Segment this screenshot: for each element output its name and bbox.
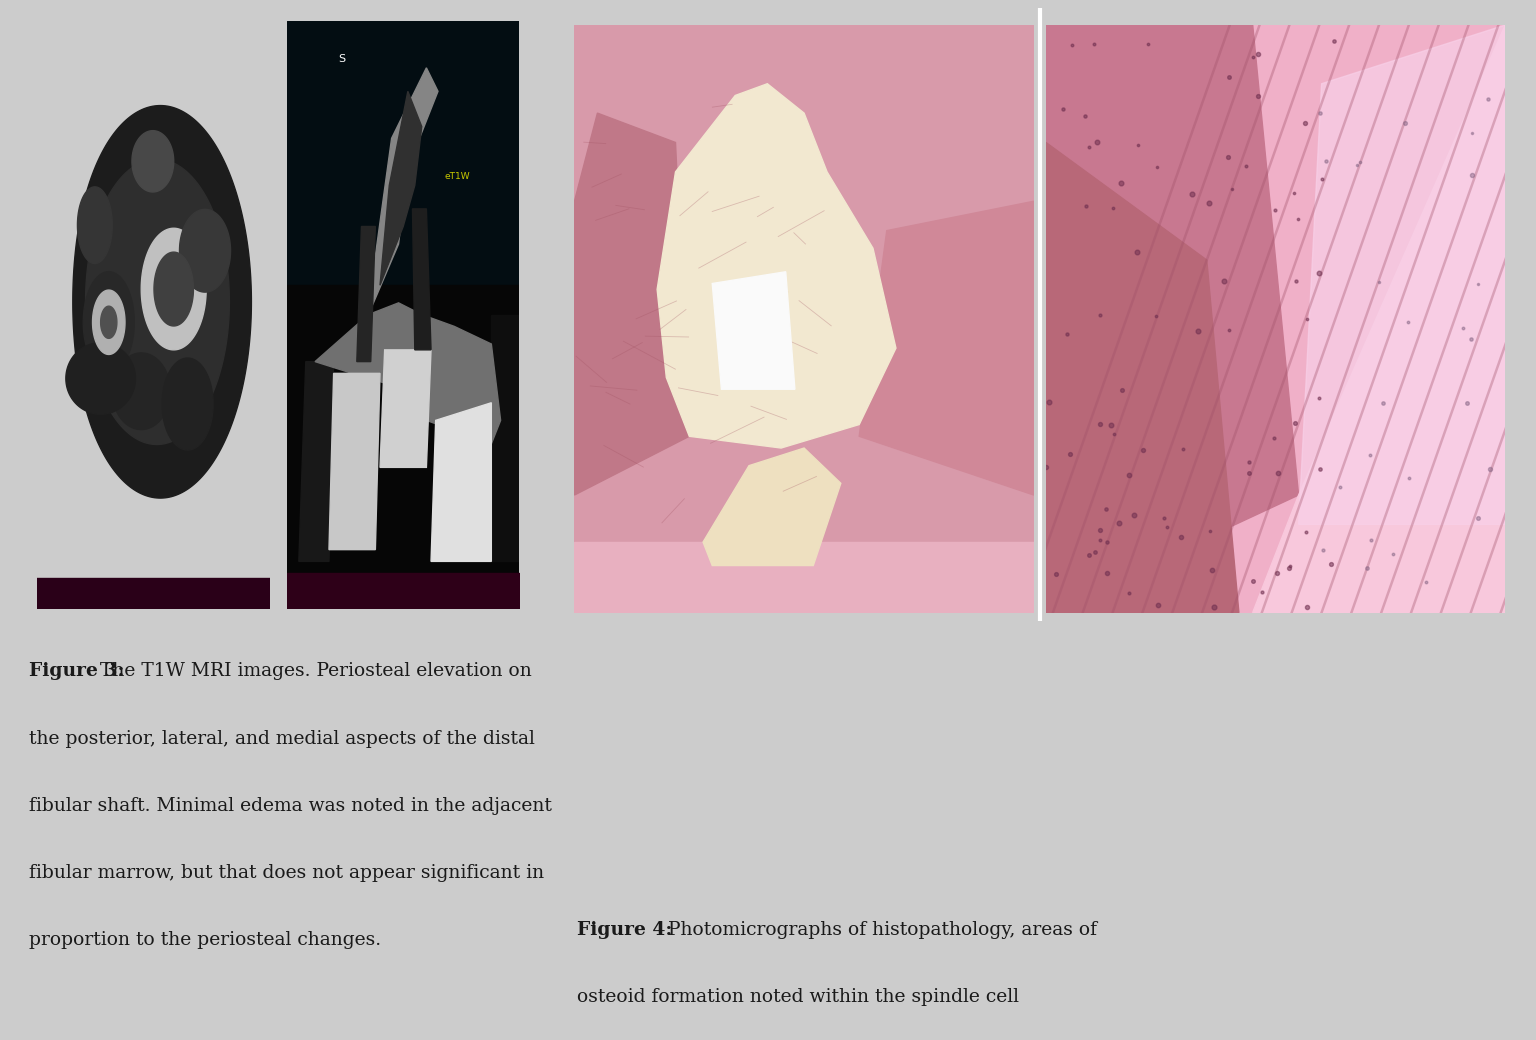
Polygon shape <box>287 285 519 608</box>
Polygon shape <box>315 303 501 444</box>
Polygon shape <box>154 252 194 326</box>
Text: S: S <box>338 54 346 63</box>
Polygon shape <box>1046 25 1298 613</box>
Text: Photomicrographs of histopathology, areas of: Photomicrographs of histopathology, area… <box>662 921 1098 939</box>
Text: The T1W MRI images. Periosteal elevation on: The T1W MRI images. Periosteal elevation… <box>94 662 531 680</box>
Polygon shape <box>703 448 840 566</box>
Polygon shape <box>657 84 895 448</box>
Polygon shape <box>101 306 117 338</box>
Text: osteoid formation noted within the spindle cell: osteoid formation noted within the spind… <box>576 988 1018 1007</box>
Polygon shape <box>1046 142 1240 613</box>
Polygon shape <box>356 227 375 362</box>
Polygon shape <box>300 362 333 562</box>
Polygon shape <box>492 314 519 562</box>
Text: fibular marrow, but that does not appear significant in: fibular marrow, but that does not appear… <box>29 864 544 882</box>
Polygon shape <box>379 92 422 285</box>
Polygon shape <box>163 358 214 450</box>
Text: Figure 4:: Figure 4: <box>576 921 671 939</box>
Polygon shape <box>413 209 432 349</box>
Text: proportion to the periosteal changes.: proportion to the periosteal changes. <box>29 932 381 950</box>
Polygon shape <box>329 373 379 549</box>
Polygon shape <box>1253 25 1505 613</box>
Polygon shape <box>66 343 135 414</box>
Polygon shape <box>92 290 124 355</box>
Polygon shape <box>369 68 438 314</box>
Text: fibular shaft. Minimal edema was noted in the adjacent: fibular shaft. Minimal edema was noted i… <box>29 797 551 815</box>
Polygon shape <box>432 402 492 562</box>
Polygon shape <box>86 159 229 444</box>
Polygon shape <box>83 271 134 373</box>
Polygon shape <box>141 228 206 349</box>
Polygon shape <box>112 353 170 430</box>
Polygon shape <box>287 21 519 285</box>
Text: the posterior, lateral, and medial aspects of the distal: the posterior, lateral, and medial aspec… <box>29 730 535 748</box>
Polygon shape <box>574 25 1034 613</box>
Text: Figure 3:: Figure 3: <box>29 662 124 680</box>
Polygon shape <box>574 542 736 613</box>
Polygon shape <box>132 131 174 192</box>
Polygon shape <box>72 106 252 498</box>
Polygon shape <box>1046 25 1505 613</box>
Polygon shape <box>574 113 690 495</box>
Polygon shape <box>713 271 796 389</box>
Polygon shape <box>574 542 1034 613</box>
Polygon shape <box>180 209 230 292</box>
Polygon shape <box>859 202 1034 495</box>
Polygon shape <box>1298 25 1505 524</box>
Polygon shape <box>77 187 112 263</box>
Polygon shape <box>379 349 432 467</box>
Text: eT1W: eT1W <box>445 173 470 181</box>
